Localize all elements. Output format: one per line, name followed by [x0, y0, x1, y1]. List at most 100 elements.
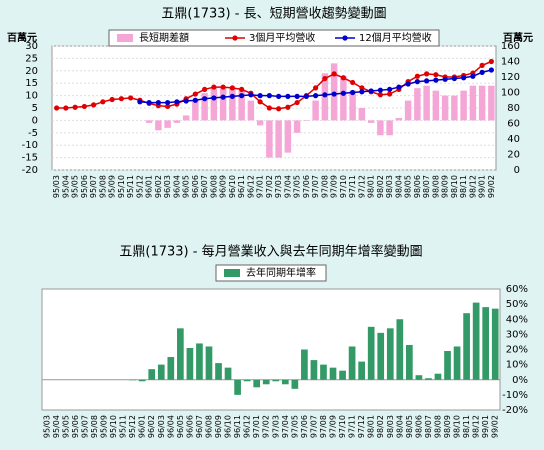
x-tick-label: 99/01 — [478, 175, 487, 198]
bar — [129, 379, 136, 381]
bar — [482, 307, 490, 380]
x-tick-label: 97/04 — [283, 175, 292, 198]
y-tick-label: 10% — [506, 360, 528, 371]
chart-title: 五鼎(1733) - 長、短期營收趨勢變動圖 — [161, 6, 386, 22]
x-tick-label: 98/12 — [468, 175, 477, 198]
x-tick-label: 96/06 — [185, 415, 194, 438]
x-tick-label: 97/12 — [357, 415, 366, 438]
point — [192, 91, 198, 97]
y-tick-label: 20% — [506, 345, 528, 356]
bar — [291, 379, 299, 389]
point — [322, 75, 328, 82]
legend-box — [215, 264, 327, 282]
y-tick-label: 15 — [25, 78, 38, 89]
x-tick-label: 98/10 — [453, 415, 462, 438]
x-tick-label: 99/02 — [487, 175, 496, 198]
bar — [247, 100, 255, 121]
x-tick-label: 97/01 — [252, 415, 261, 438]
y-tick-label: 25 — [25, 53, 38, 64]
y-tick-label: 5 — [32, 103, 38, 114]
bar — [284, 120, 292, 153]
point — [128, 95, 134, 101]
point — [387, 86, 393, 92]
x-tick-label: 98/04 — [394, 175, 403, 198]
x-tick-label: 97/02 — [262, 415, 271, 438]
y-tick-label: 0% — [512, 375, 528, 386]
bar — [414, 88, 421, 121]
point — [276, 93, 282, 99]
bar — [478, 85, 486, 121]
x-tick-label: 97/06 — [302, 175, 311, 198]
y-tick-label: 20 — [25, 66, 38, 77]
point — [340, 75, 346, 81]
point — [350, 79, 356, 86]
y2-tick-label: 120 — [501, 72, 520, 83]
chart-title: 五鼎(1733) - 每月營業收入與去年同期年增率變動圖 — [119, 244, 422, 260]
bar — [167, 357, 175, 380]
point — [54, 105, 60, 111]
y2-tick-label: 40 — [507, 134, 520, 145]
x-tick-label: 98/11 — [459, 175, 468, 198]
point — [146, 99, 152, 106]
bar — [155, 120, 162, 131]
x-tick-label: 97/08 — [319, 415, 328, 438]
point — [220, 94, 226, 100]
y-tick-label: -10 — [22, 140, 38, 151]
bar — [329, 367, 337, 380]
bar — [310, 360, 318, 380]
y-tick-label: -15 — [22, 153, 38, 164]
point — [248, 92, 254, 98]
x-tick-label: 96/02 — [154, 175, 163, 198]
legend-swatch — [232, 35, 238, 41]
legend-label: 12個月平均營收 — [359, 31, 432, 44]
point — [313, 85, 319, 91]
bar — [234, 379, 241, 395]
bar — [396, 319, 404, 380]
point — [479, 62, 485, 68]
bar — [348, 346, 356, 380]
x-tick-label: 98/08 — [433, 415, 442, 438]
x-tick-label: 95/10 — [109, 415, 118, 438]
bar — [224, 367, 232, 380]
x-tick-label: 95/03 — [42, 415, 51, 438]
y-tick-label: 60% — [506, 284, 528, 295]
point — [192, 97, 198, 103]
point — [424, 78, 430, 84]
bar — [488, 85, 495, 121]
point — [451, 75, 457, 82]
y2-tick-label: 160 — [501, 41, 520, 52]
bar — [395, 117, 403, 121]
x-tick-label: 97/10 — [339, 175, 348, 198]
x-tick-label: 95/09 — [100, 415, 109, 438]
bar — [215, 363, 222, 380]
point — [331, 91, 337, 97]
point — [479, 69, 485, 75]
x-tick-label: 97/12 — [357, 175, 366, 198]
x-tick-label: 97/07 — [311, 175, 320, 198]
point — [100, 99, 106, 105]
x-tick-label: 97/07 — [309, 415, 318, 438]
y-tick-label: 40% — [506, 314, 528, 325]
point — [183, 98, 189, 104]
bar — [303, 120, 310, 121]
legend-label: 長短期差額 — [139, 31, 189, 44]
x-tick-label: 96/11 — [237, 175, 246, 198]
x-tick-label: 97/05 — [290, 415, 299, 438]
bar — [275, 120, 282, 158]
x-tick-label: 95/05 — [61, 415, 70, 438]
x-tick-label: 97/01 — [256, 175, 265, 198]
x-tick-label: 97/11 — [348, 415, 357, 438]
bar — [469, 85, 477, 121]
bar — [145, 120, 153, 123]
point — [118, 96, 124, 102]
bar — [441, 95, 449, 121]
x-tick-label: 95/04 — [52, 415, 61, 438]
x-tick-label: 96/01 — [138, 415, 147, 438]
bar — [182, 115, 190, 121]
point — [109, 96, 115, 103]
x-tick-label: 95/06 — [80, 175, 89, 198]
bar — [423, 85, 430, 121]
point — [266, 105, 272, 111]
point — [211, 95, 217, 101]
bar — [138, 379, 146, 382]
